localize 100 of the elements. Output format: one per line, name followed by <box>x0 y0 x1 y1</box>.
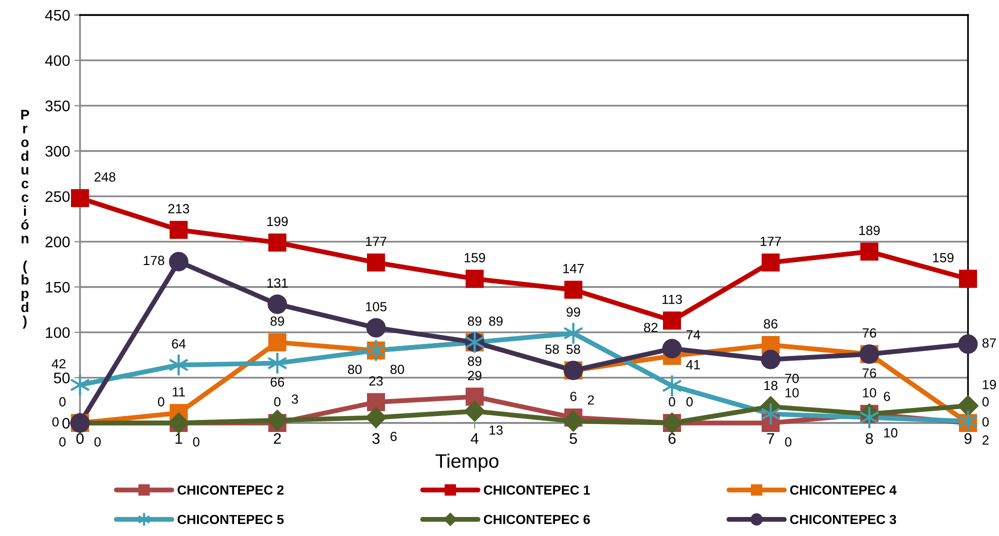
data-label: 0 <box>982 397 989 407</box>
point <box>957 395 979 416</box>
point <box>860 242 878 261</box>
point <box>268 333 286 352</box>
data-label: 29 <box>468 370 482 380</box>
data-label: 0 <box>686 397 693 407</box>
data-label: 177 <box>760 236 782 246</box>
legend-label: CHICONTEPEC 5 <box>178 514 284 524</box>
point <box>268 234 286 252</box>
x-tick-label: 0 <box>76 433 84 444</box>
data-label: 147 <box>563 264 584 274</box>
point <box>366 393 386 412</box>
legend-label: CHICONTEPEC 4 <box>790 485 897 495</box>
data-label: 80 <box>348 364 362 374</box>
x-tick-label: 8 <box>866 433 873 444</box>
point <box>366 253 386 272</box>
data-label: 159 <box>933 253 954 262</box>
point <box>168 353 189 376</box>
y-tick-label: 50 <box>54 372 70 384</box>
y-tick-label: 100 <box>46 327 70 338</box>
data-label: 6 <box>884 392 890 402</box>
data-label: 105 <box>366 302 386 312</box>
data-label: 0 <box>982 417 989 427</box>
x-tick-label: 5 <box>570 433 577 444</box>
y-tick-label: 150 <box>46 282 70 293</box>
y-tick-label: 250 <box>46 191 70 202</box>
data-label: 177 <box>366 236 386 246</box>
data-label: 70 <box>785 374 799 384</box>
data-label: 89 <box>489 316 503 326</box>
data-label: 10 <box>863 388 876 398</box>
data-label: 13 <box>490 425 503 435</box>
x-tick-label: 1 <box>176 433 182 444</box>
point <box>562 410 584 432</box>
x-tick-label: 6 <box>668 433 676 444</box>
data-label: 2 <box>588 395 594 405</box>
data-label: 18 <box>764 380 778 390</box>
data-label: 58 <box>566 344 580 354</box>
data-label: 3 <box>292 394 298 404</box>
data-label: 41 <box>686 360 700 370</box>
point <box>563 322 584 345</box>
point <box>760 350 780 370</box>
data-label: 159 <box>464 253 486 262</box>
y-tick-label: 300 <box>45 146 70 157</box>
point <box>70 373 90 396</box>
x-tick-label: 9 <box>964 433 972 444</box>
point <box>760 402 781 426</box>
point <box>762 253 780 272</box>
point <box>70 189 90 208</box>
data-label: 178 <box>144 256 164 266</box>
data-label: 76 <box>862 368 876 378</box>
data-label: 86 <box>764 319 778 329</box>
data-label: 10 <box>884 428 898 438</box>
data-label: 131 <box>267 278 288 288</box>
data-label: 113 <box>662 294 682 304</box>
x-tick-label: 3 <box>372 433 380 444</box>
point <box>170 220 188 239</box>
y-tick-label: 350 <box>45 100 70 112</box>
x-tick-label: 4 <box>470 433 478 444</box>
data-label: 0 <box>274 397 280 407</box>
data-label: 89 <box>468 356 482 366</box>
data-label: 64 <box>172 339 186 348</box>
data-label: 74 <box>686 330 700 340</box>
point <box>464 400 486 422</box>
point <box>958 270 978 288</box>
data-label: 0 <box>668 397 676 407</box>
data-label: 23 <box>369 376 383 386</box>
y-tick-label: 400 <box>45 55 70 66</box>
data-label: 89 <box>468 316 482 326</box>
data-label: 87 <box>982 338 996 348</box>
point <box>168 252 188 272</box>
y-tick-label: 450 <box>45 10 70 21</box>
point <box>268 294 288 314</box>
data-label: 6 <box>570 392 576 402</box>
data-label: 10 <box>786 388 799 398</box>
point <box>266 410 288 431</box>
data-label: 99 <box>566 307 580 317</box>
point <box>366 318 386 338</box>
data-label: 189 <box>859 226 880 236</box>
point <box>859 406 880 430</box>
point <box>466 388 484 406</box>
legend-label: CHICONTEPEC 3 <box>790 514 896 524</box>
data-label: 66 <box>270 377 284 387</box>
point <box>365 407 387 428</box>
data-label: 213 <box>168 204 190 214</box>
data-label: 248 <box>94 172 116 182</box>
point <box>958 334 978 354</box>
point <box>267 352 288 375</box>
data-label: 19 <box>982 380 996 390</box>
data-label: 42 <box>52 359 66 368</box>
point <box>662 312 682 330</box>
data-label: 89 <box>270 316 284 326</box>
data-label: 11 <box>172 387 185 396</box>
point <box>662 338 682 358</box>
point <box>958 410 978 433</box>
x-tick-label: 2 <box>274 433 281 444</box>
data-label: 58 <box>545 344 559 354</box>
y-tick-label: 0 <box>62 418 70 429</box>
point <box>466 270 484 288</box>
data-label: 82 <box>644 322 658 332</box>
data-label: 0 <box>158 397 164 407</box>
